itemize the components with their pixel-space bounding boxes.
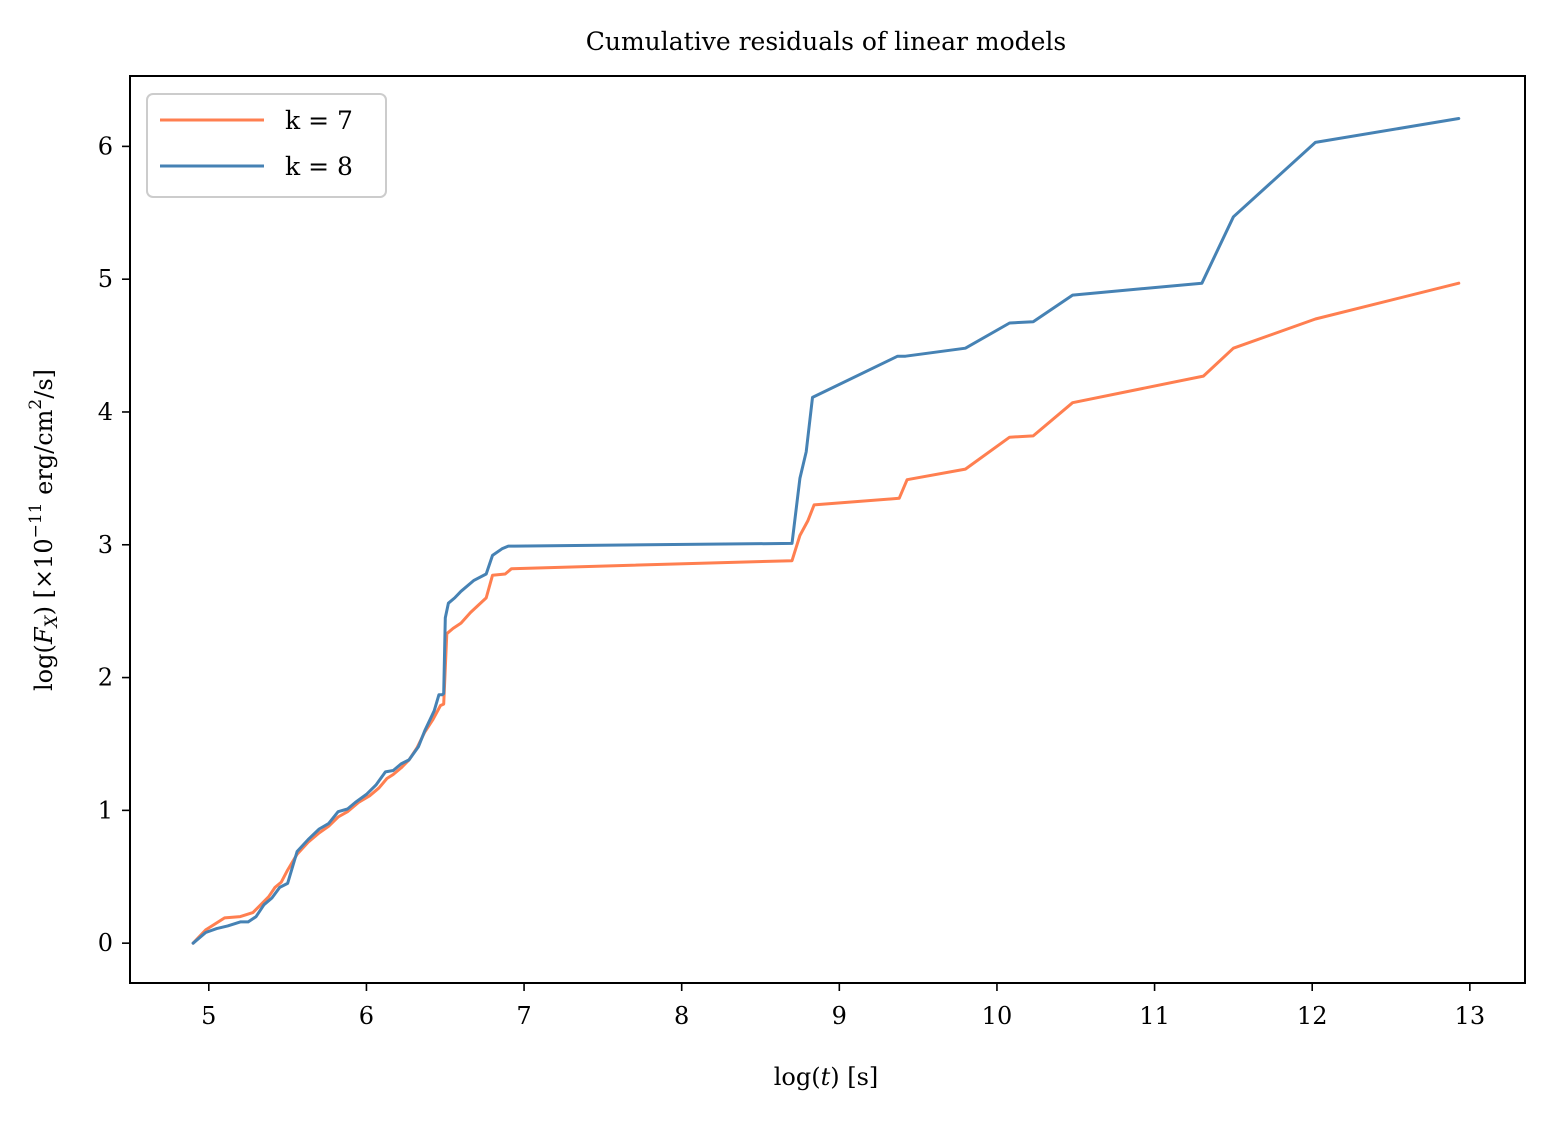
y-tick-label: 4 bbox=[98, 398, 113, 426]
x-tick-label: 11 bbox=[1139, 1002, 1170, 1030]
x-tick-label: 7 bbox=[516, 1002, 531, 1030]
x-axis-ticks: 5 6 7 8 9 10 11 12 13 bbox=[201, 983, 1485, 1030]
legend: k = 7 k = 8 bbox=[146, 93, 387, 198]
x-tick-label: 8 bbox=[674, 1002, 689, 1030]
plot-frame bbox=[129, 75, 1526, 984]
y-axis-label: log(FX) [×10−11 erg/cm2/s] bbox=[26, 369, 62, 691]
series-line-k8 bbox=[191, 117, 1461, 945]
series-layer bbox=[191, 117, 1461, 945]
y-tick-label: 2 bbox=[98, 664, 113, 692]
y-tick-label: 0 bbox=[98, 929, 113, 957]
x-axis-label: log(t) [s] bbox=[774, 1063, 879, 1091]
y-tick-label: 5 bbox=[98, 265, 113, 293]
y-axis-ticks: 0 1 2 3 4 5 6 bbox=[98, 132, 130, 957]
y-tick-label: 3 bbox=[98, 531, 113, 559]
legend-label-k7: k = 7 bbox=[285, 106, 353, 135]
x-tick-label: 13 bbox=[1455, 1002, 1486, 1030]
y-tick-label: 1 bbox=[98, 796, 113, 824]
legend-label-k8: k = 8 bbox=[285, 152, 353, 181]
x-tick-label: 12 bbox=[1297, 1002, 1328, 1030]
x-tick-label: 5 bbox=[201, 1002, 216, 1030]
x-tick-label: 9 bbox=[832, 1002, 847, 1030]
y-tick-label: 6 bbox=[98, 132, 113, 160]
series-line-k7 bbox=[191, 281, 1461, 945]
chart-title: Cumulative residuals of linear models bbox=[586, 27, 1067, 56]
x-tick-label: 6 bbox=[359, 1002, 374, 1030]
x-tick-label: 10 bbox=[982, 1002, 1013, 1030]
